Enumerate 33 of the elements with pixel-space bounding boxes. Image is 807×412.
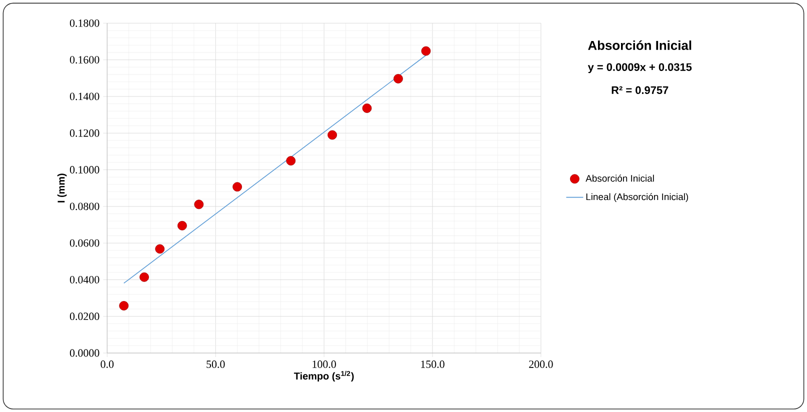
text: Absorción Inicial <box>588 40 692 50</box>
y-tick-label: 0.0000 <box>70 349 100 357</box>
y-tick-label: 0.1200 <box>70 129 100 137</box>
y-tick-label: 0.1400 <box>70 92 100 100</box>
point <box>140 272 149 282</box>
point <box>232 182 242 192</box>
x-tick-label: 50.0 <box>206 360 225 368</box>
y-tick-label: 0.1000 <box>70 166 100 174</box>
y-tick-label: 0.0800 <box>70 202 100 210</box>
y-tick-label: 0.0200 <box>70 312 100 320</box>
point <box>362 103 372 113</box>
point <box>421 46 431 56</box>
x-tick-label: 200.0 <box>529 360 553 368</box>
point <box>155 244 165 254</box>
legend-label: Lineal (Absorción Inicial) <box>586 192 688 202</box>
text: y = 0.0009x + 0.0315 <box>588 63 692 74</box>
point <box>194 200 204 210</box>
y-tick-label: 0.0400 <box>70 276 100 284</box>
y-tick-label: 0.0600 <box>70 239 100 247</box>
x-axis-title: Tiempo (s$^{1/2}$) <box>294 370 354 382</box>
x-tick-label: 100.0 <box>312 360 336 368</box>
point <box>119 300 129 310</box>
point <box>177 220 187 230</box>
point <box>394 74 403 84</box>
point <box>328 130 337 140</box>
legend-label: Absorción Inicial <box>586 174 654 182</box>
y-tick-label: 0.1600 <box>70 56 100 64</box>
point <box>286 156 296 166</box>
y-tick-label: 0.1800 <box>70 19 100 27</box>
x-tick-label: 150.0 <box>421 360 444 368</box>
text: R² = 0.9757 <box>612 86 668 94</box>
x-tick-label: 0.0 <box>100 360 114 368</box>
y-axis-title: I (mm) <box>57 174 67 202</box>
